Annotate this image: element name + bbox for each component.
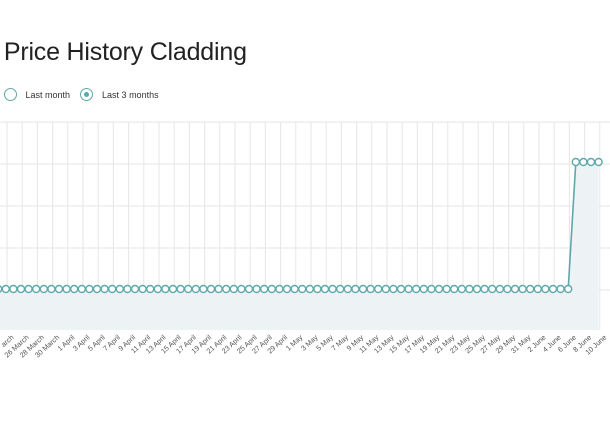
data-point (541, 284, 550, 294)
data-point (85, 284, 94, 294)
data-point (518, 284, 527, 294)
data-point (328, 284, 337, 294)
data-point (237, 284, 246, 294)
data-point (480, 284, 489, 294)
data-point (457, 284, 466, 294)
data-point (366, 284, 375, 294)
data-point (442, 284, 451, 294)
data-point (107, 284, 117, 294)
data-point (419, 284, 428, 294)
data-point (275, 284, 284, 294)
data-point (526, 284, 535, 294)
data-point (115, 284, 125, 294)
data-point (176, 284, 185, 294)
data-point (313, 284, 322, 294)
radio-button[interactable] (3, 88, 17, 101)
data-point (510, 284, 520, 294)
data-point (39, 284, 48, 294)
range-option-label: Last month (25, 89, 71, 100)
data-point (495, 284, 504, 294)
data-point (214, 284, 223, 294)
data-point (548, 284, 558, 294)
data-point (138, 284, 147, 294)
data-point (267, 284, 276, 294)
data-point (183, 284, 193, 294)
data-points (0, 157, 603, 294)
data-point (381, 284, 390, 294)
data-point (450, 284, 459, 294)
data-point (47, 284, 56, 294)
range-option-label: Last 3 months (102, 89, 159, 100)
data-point (62, 284, 71, 294)
data-point (434, 284, 444, 294)
range-option-last-3-months[interactable]: Last 3 months (80, 88, 159, 101)
data-point (503, 284, 512, 294)
data-point (168, 284, 178, 294)
data-point (161, 284, 170, 294)
data-point (290, 284, 299, 294)
data-point (100, 284, 109, 294)
time-range-selector: ek Last month Last 3 months (0, 88, 169, 101)
data-point (244, 284, 254, 294)
data-point (396, 284, 406, 294)
series-area (0, 162, 599, 330)
data-point (191, 284, 201, 294)
data-point (77, 284, 87, 294)
data-point (358, 284, 368, 294)
data-point (564, 284, 573, 294)
data-point (305, 284, 314, 294)
data-point (221, 284, 231, 294)
data-point (389, 284, 398, 294)
radio-button[interactable] (80, 88, 94, 101)
data-point (571, 157, 580, 167)
data-point (351, 284, 360, 294)
data-point (206, 284, 216, 294)
data-point (69, 284, 79, 294)
data-point (282, 284, 292, 294)
data-point (92, 284, 102, 294)
data-point (123, 284, 132, 294)
data-point (260, 284, 269, 294)
data-point (579, 157, 588, 167)
data-point (586, 157, 596, 167)
data-point (9, 284, 18, 294)
data-point (594, 157, 603, 167)
data-point (465, 284, 474, 294)
data-point (54, 284, 64, 294)
data-point (343, 284, 352, 294)
data-point (298, 284, 307, 294)
data-point (199, 284, 208, 294)
data-point (533, 284, 542, 294)
data-point (32, 284, 41, 294)
data-point (488, 284, 497, 294)
data-point (556, 284, 565, 294)
data-point (404, 284, 413, 294)
data-point (1, 284, 11, 294)
data-point (153, 284, 163, 294)
data-point (472, 284, 482, 294)
data-point (374, 284, 383, 294)
range-option-last-month[interactable]: Last month (3, 88, 71, 101)
data-point (336, 284, 345, 294)
data-point (24, 284, 33, 294)
data-point (320, 284, 330, 294)
data-point (130, 284, 140, 294)
data-point (229, 284, 239, 294)
data-point (0, 285, 3, 293)
data-point (412, 284, 421, 294)
data-point (252, 284, 261, 294)
data-point (16, 284, 26, 294)
data-point (427, 284, 436, 294)
data-point (145, 284, 155, 294)
page-title: age Price History Cladding (0, 38, 247, 66)
